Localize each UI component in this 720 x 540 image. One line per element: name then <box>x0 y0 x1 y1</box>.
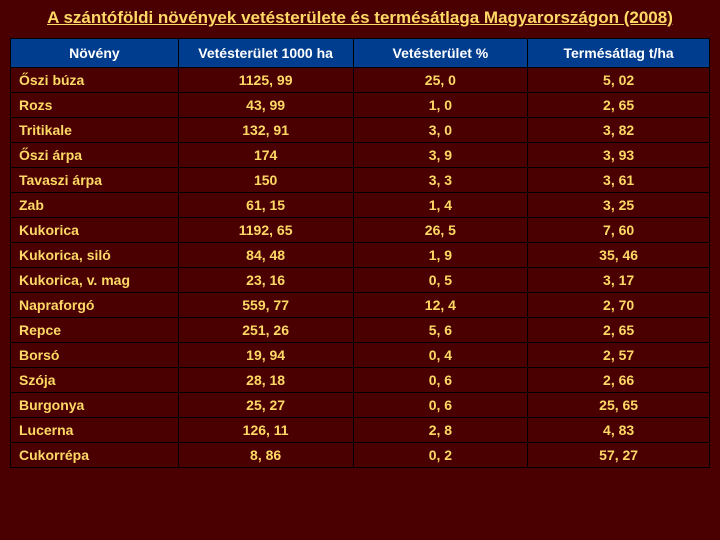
value-cell: 2, 57 <box>528 343 710 368</box>
crop-name-cell: Lucerna <box>11 418 179 443</box>
value-cell: 150 <box>178 168 353 193</box>
table-row: Repce251, 265, 62, 65 <box>11 318 710 343</box>
value-cell: 25, 27 <box>178 393 353 418</box>
value-cell: 1, 9 <box>353 243 528 268</box>
value-cell: 4, 83 <box>528 418 710 443</box>
table-row: Tritikale132, 913, 03, 82 <box>11 118 710 143</box>
value-cell: 23, 16 <box>178 268 353 293</box>
value-cell: 126, 11 <box>178 418 353 443</box>
column-header: Vetésterület 1000 ha <box>178 39 353 68</box>
value-cell: 26, 5 <box>353 218 528 243</box>
value-cell: 3, 0 <box>353 118 528 143</box>
crop-name-cell: Zab <box>11 193 179 218</box>
value-cell: 3, 17 <box>528 268 710 293</box>
value-cell: 132, 91 <box>178 118 353 143</box>
table-row: Borsó19, 940, 42, 57 <box>11 343 710 368</box>
crop-name-cell: Tavaszi árpa <box>11 168 179 193</box>
value-cell: 5, 6 <box>353 318 528 343</box>
value-cell: 0, 6 <box>353 393 528 418</box>
value-cell: 2, 70 <box>528 293 710 318</box>
value-cell: 35, 46 <box>528 243 710 268</box>
value-cell: 61, 15 <box>178 193 353 218</box>
value-cell: 3, 25 <box>528 193 710 218</box>
table-row: Őszi árpa1743, 93, 93 <box>11 143 710 168</box>
value-cell: 2, 66 <box>528 368 710 393</box>
table-row: Rozs43, 991, 02, 65 <box>11 93 710 118</box>
value-cell: 5, 02 <box>528 68 710 93</box>
value-cell: 2, 8 <box>353 418 528 443</box>
table-row: Zab61, 151, 43, 25 <box>11 193 710 218</box>
table-row: Kukorica1192, 6526, 57, 60 <box>11 218 710 243</box>
table-row: Kukorica, v. mag23, 160, 53, 17 <box>11 268 710 293</box>
value-cell: 3, 93 <box>528 143 710 168</box>
crop-name-cell: Repce <box>11 318 179 343</box>
value-cell: 3, 3 <box>353 168 528 193</box>
crop-name-cell: Burgonya <box>11 393 179 418</box>
page-title: A szántóföldi növények vetésterülete és … <box>10 8 710 28</box>
value-cell: 559, 77 <box>178 293 353 318</box>
value-cell: 0, 5 <box>353 268 528 293</box>
crop-name-cell: Kukorica, v. mag <box>11 268 179 293</box>
crops-table: NövényVetésterület 1000 haVetésterület %… <box>10 38 710 468</box>
value-cell: 8, 86 <box>178 443 353 468</box>
column-header: Növény <box>11 39 179 68</box>
value-cell: 1125, 99 <box>178 68 353 93</box>
table-row: Őszi búza1125, 9925, 05, 02 <box>11 68 710 93</box>
table-row: Burgonya25, 270, 625, 65 <box>11 393 710 418</box>
value-cell: 3, 82 <box>528 118 710 143</box>
value-cell: 57, 27 <box>528 443 710 468</box>
value-cell: 3, 9 <box>353 143 528 168</box>
value-cell: 25, 0 <box>353 68 528 93</box>
value-cell: 251, 26 <box>178 318 353 343</box>
value-cell: 2, 65 <box>528 318 710 343</box>
value-cell: 28, 18 <box>178 368 353 393</box>
value-cell: 12, 4 <box>353 293 528 318</box>
crop-name-cell: Cukorrépa <box>11 443 179 468</box>
value-cell: 1, 0 <box>353 93 528 118</box>
crop-name-cell: Kukorica <box>11 218 179 243</box>
value-cell: 25, 65 <box>528 393 710 418</box>
crop-name-cell: Rozs <box>11 93 179 118</box>
crop-name-cell: Szója <box>11 368 179 393</box>
value-cell: 0, 2 <box>353 443 528 468</box>
column-header: Termésátlag t/ha <box>528 39 710 68</box>
value-cell: 3, 61 <box>528 168 710 193</box>
crop-name-cell: Tritikale <box>11 118 179 143</box>
value-cell: 7, 60 <box>528 218 710 243</box>
crop-name-cell: Kukorica, siló <box>11 243 179 268</box>
value-cell: 1, 4 <box>353 193 528 218</box>
value-cell: 174 <box>178 143 353 168</box>
table-row: Lucerna126, 112, 84, 83 <box>11 418 710 443</box>
value-cell: 2, 65 <box>528 93 710 118</box>
value-cell: 0, 4 <box>353 343 528 368</box>
column-header: Vetésterület % <box>353 39 528 68</box>
table-row: Szója28, 180, 62, 66 <box>11 368 710 393</box>
table-row: Napraforgó559, 7712, 42, 70 <box>11 293 710 318</box>
value-cell: 19, 94 <box>178 343 353 368</box>
crop-name-cell: Őszi búza <box>11 68 179 93</box>
value-cell: 84, 48 <box>178 243 353 268</box>
table-row: Kukorica, siló84, 481, 935, 46 <box>11 243 710 268</box>
value-cell: 43, 99 <box>178 93 353 118</box>
value-cell: 1192, 65 <box>178 218 353 243</box>
crop-name-cell: Borsó <box>11 343 179 368</box>
value-cell: 0, 6 <box>353 368 528 393</box>
table-row: Tavaszi árpa1503, 33, 61 <box>11 168 710 193</box>
crop-name-cell: Őszi árpa <box>11 143 179 168</box>
crop-name-cell: Napraforgó <box>11 293 179 318</box>
table-row: Cukorrépa8, 860, 257, 27 <box>11 443 710 468</box>
